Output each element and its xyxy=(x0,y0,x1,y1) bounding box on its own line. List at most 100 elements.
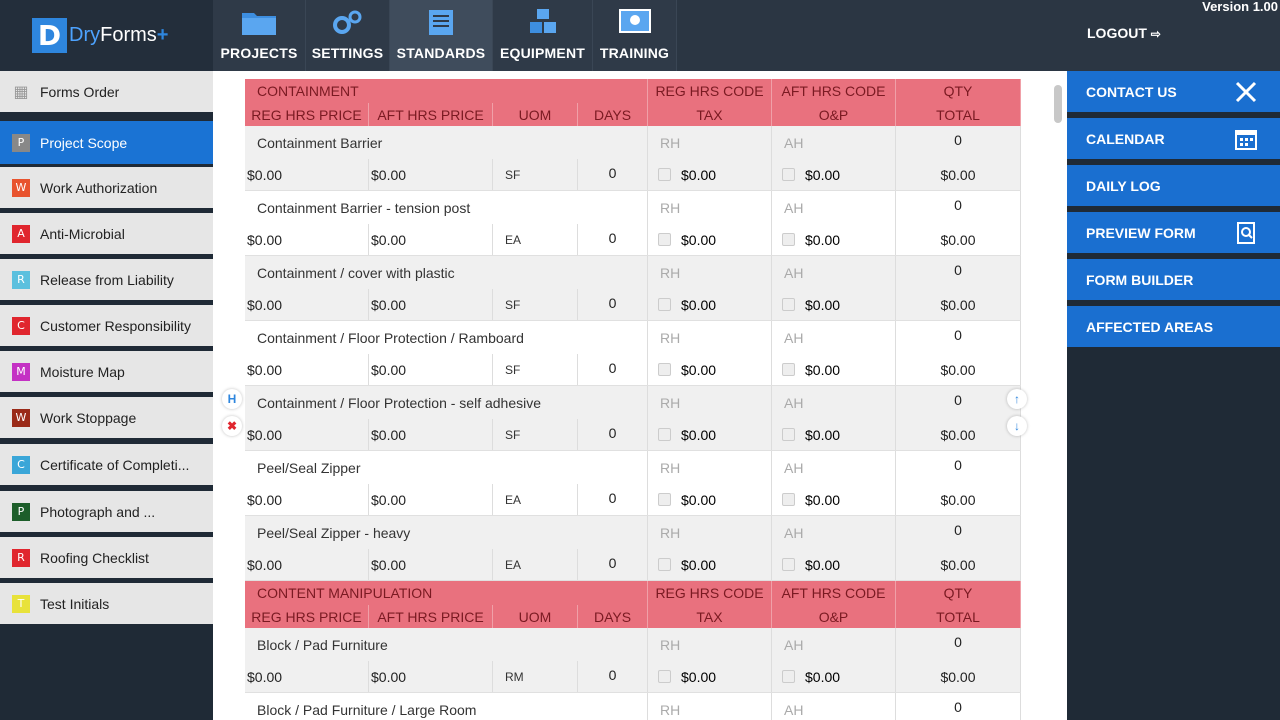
tax-checkbox[interactable] xyxy=(658,363,671,376)
action-preview-form[interactable]: PREVIEW FORM xyxy=(1067,212,1280,256)
nav-equipment[interactable]: EQUIPMENT xyxy=(493,0,593,71)
op-checkbox[interactable] xyxy=(782,428,795,441)
days-input[interactable]: 0 xyxy=(578,224,648,255)
action-calendar[interactable]: CALENDAR xyxy=(1067,118,1280,162)
sidebar-item-forms-order[interactable]: ▦ Forms Order xyxy=(0,71,213,115)
sidebar-item-release-from-liability[interactable]: R Release from Liability xyxy=(0,259,213,303)
aft-hrs-code-input[interactable]: AH xyxy=(772,451,896,484)
sidebar-item-anti-microbial[interactable]: A Anti-Microbial xyxy=(0,213,213,257)
op-checkbox[interactable] xyxy=(782,168,795,181)
tax-checkbox[interactable] xyxy=(658,670,671,683)
tax-checkbox[interactable] xyxy=(658,558,671,571)
aft-hrs-price-input[interactable]: $0.00 xyxy=(369,419,493,450)
nav-settings[interactable]: SETTINGS xyxy=(306,0,390,71)
tax-checkbox[interactable] xyxy=(658,233,671,246)
vertical-scrollbar[interactable] xyxy=(1054,85,1062,123)
days-input[interactable]: 0 xyxy=(578,159,648,190)
qty-input[interactable]: 0 xyxy=(896,321,1021,354)
reg-hrs-code-input[interactable]: RH xyxy=(648,516,772,549)
tax-checkbox[interactable] xyxy=(658,493,671,506)
tax-checkbox[interactable] xyxy=(658,168,671,181)
aft-hrs-code-input[interactable]: AH xyxy=(772,693,896,720)
reg-hrs-code-input[interactable]: RH xyxy=(648,386,772,419)
delete-row-button[interactable]: ✖ xyxy=(222,416,242,436)
action-form-builder[interactable]: FORM BUILDER xyxy=(1067,259,1280,303)
aft-hrs-code-input[interactable]: AH xyxy=(772,191,896,224)
sidebar-item-work-stoppage[interactable]: W Work Stoppage xyxy=(0,397,213,441)
days-input[interactable]: 0 xyxy=(578,289,648,320)
sidebar-item-test-initials[interactable]: T Test Initials xyxy=(0,583,213,627)
aft-hrs-price-input[interactable]: $0.00 xyxy=(369,549,493,580)
reg-hrs-price-input[interactable]: $0.00 xyxy=(245,549,369,580)
action-affected-areas[interactable]: AFFECTED AREAS xyxy=(1067,306,1280,350)
move-down-button[interactable]: ↓ xyxy=(1007,416,1027,436)
sidebar-item-customer-responsibility[interactable]: C Customer Responsibility xyxy=(0,305,213,349)
aft-hrs-code-input[interactable]: AH xyxy=(772,256,896,289)
reg-hrs-code-input[interactable]: RH xyxy=(648,451,772,484)
action-daily-log[interactable]: DAILY LOG xyxy=(1067,165,1280,209)
aft-hrs-code-input[interactable]: AH xyxy=(772,126,896,159)
qty-input[interactable]: 0 xyxy=(896,516,1021,549)
qty-input[interactable]: 0 xyxy=(896,451,1021,484)
logout-button[interactable]: LOGOUT ⇨ xyxy=(1087,25,1161,41)
aft-hrs-price-input[interactable]: $0.00 xyxy=(369,484,493,515)
move-up-button[interactable]: ↑ xyxy=(1007,389,1027,409)
reg-hrs-price-input[interactable]: $0.00 xyxy=(245,354,369,385)
tax-checkbox[interactable] xyxy=(658,298,671,311)
aft-hrs-price-input[interactable]: $0.00 xyxy=(369,159,493,190)
aft-hrs-price-input[interactable]: $0.00 xyxy=(369,661,493,692)
aft-hrs-price-input[interactable]: $0.00 xyxy=(369,224,493,255)
sidebar-item-certificate-of-completi[interactable]: C Certificate of Completi... xyxy=(0,444,213,488)
op-checkbox[interactable] xyxy=(782,670,795,683)
qty-input[interactable]: 0 xyxy=(896,628,1021,661)
uom-value: SF xyxy=(493,289,578,320)
nav-projects[interactable]: PROJECTS xyxy=(213,0,306,71)
aft-hrs-price-input[interactable]: $0.00 xyxy=(369,289,493,320)
qty-input[interactable]: 0 xyxy=(896,386,1021,419)
aft-hrs-code-input[interactable]: AH xyxy=(772,628,896,661)
op-checkbox[interactable] xyxy=(782,493,795,506)
sidebar-item-project-scope[interactable]: P Project Scope xyxy=(0,121,213,167)
reg-hrs-price-input[interactable]: $0.00 xyxy=(245,289,369,320)
reg-hrs-code-input[interactable]: RH xyxy=(648,321,772,354)
h-control-button[interactable]: H xyxy=(222,389,242,409)
reg-hrs-price-input[interactable]: $0.00 xyxy=(245,224,369,255)
days-input[interactable]: 0 xyxy=(578,484,648,515)
aft-hrs-code-input[interactable]: AH xyxy=(772,516,896,549)
brand-logo[interactable]: D Dry Forms + xyxy=(0,0,213,71)
reg-hrs-price-input[interactable]: $0.00 xyxy=(245,661,369,692)
sidebar-item-roofing-checklist[interactable]: R Roofing Checklist xyxy=(0,537,213,581)
sidebar-item-work-authorization[interactable]: W Work Authorization xyxy=(0,167,213,211)
reg-hrs-price-input[interactable]: $0.00 xyxy=(245,484,369,515)
op-checkbox[interactable] xyxy=(782,298,795,311)
qty-input[interactable]: 0 xyxy=(896,191,1021,224)
days-input[interactable]: 0 xyxy=(578,661,648,692)
qty-input[interactable]: 0 xyxy=(896,126,1021,159)
nav-training[interactable]: TRAINING xyxy=(593,0,677,71)
days-input[interactable]: 0 xyxy=(578,419,648,450)
op-checkbox[interactable] xyxy=(782,558,795,571)
reg-hrs-price-input[interactable]: $0.00 xyxy=(245,159,369,190)
op-checkbox[interactable] xyxy=(782,233,795,246)
reg-hrs-code-input[interactable]: RH xyxy=(648,693,772,720)
tax-checkbox[interactable] xyxy=(658,428,671,441)
days-input[interactable]: 0 xyxy=(578,354,648,385)
reg-hrs-code-input[interactable]: RH xyxy=(648,256,772,289)
reg-hrs-code-input[interactable]: RH xyxy=(648,126,772,159)
aft-hrs-code-input[interactable]: AH xyxy=(772,386,896,419)
sidebar-item-photograph-and[interactable]: P Photograph and ... xyxy=(0,491,213,535)
version-label: Version 1.00 xyxy=(1202,0,1278,14)
qty-input[interactable]: 0 xyxy=(896,256,1021,289)
reg-hrs-code-input[interactable]: RH xyxy=(648,628,772,661)
aft-hrs-code-input[interactable]: AH xyxy=(772,321,896,354)
col-aft-hrs-code: AFT HRS CODE xyxy=(772,79,896,103)
op-checkbox[interactable] xyxy=(782,363,795,376)
reg-hrs-price-input[interactable]: $0.00 xyxy=(245,419,369,450)
action-contact-us[interactable]: CONTACT US xyxy=(1067,71,1280,115)
sidebar-item-moisture-map[interactable]: M Moisture Map xyxy=(0,351,213,395)
reg-hrs-code-input[interactable]: RH xyxy=(648,191,772,224)
aft-hrs-price-input[interactable]: $0.00 xyxy=(369,354,493,385)
nav-standards[interactable]: STANDARDS xyxy=(390,0,493,71)
days-input[interactable]: 0 xyxy=(578,549,648,580)
qty-input[interactable]: 0 xyxy=(896,693,1021,720)
